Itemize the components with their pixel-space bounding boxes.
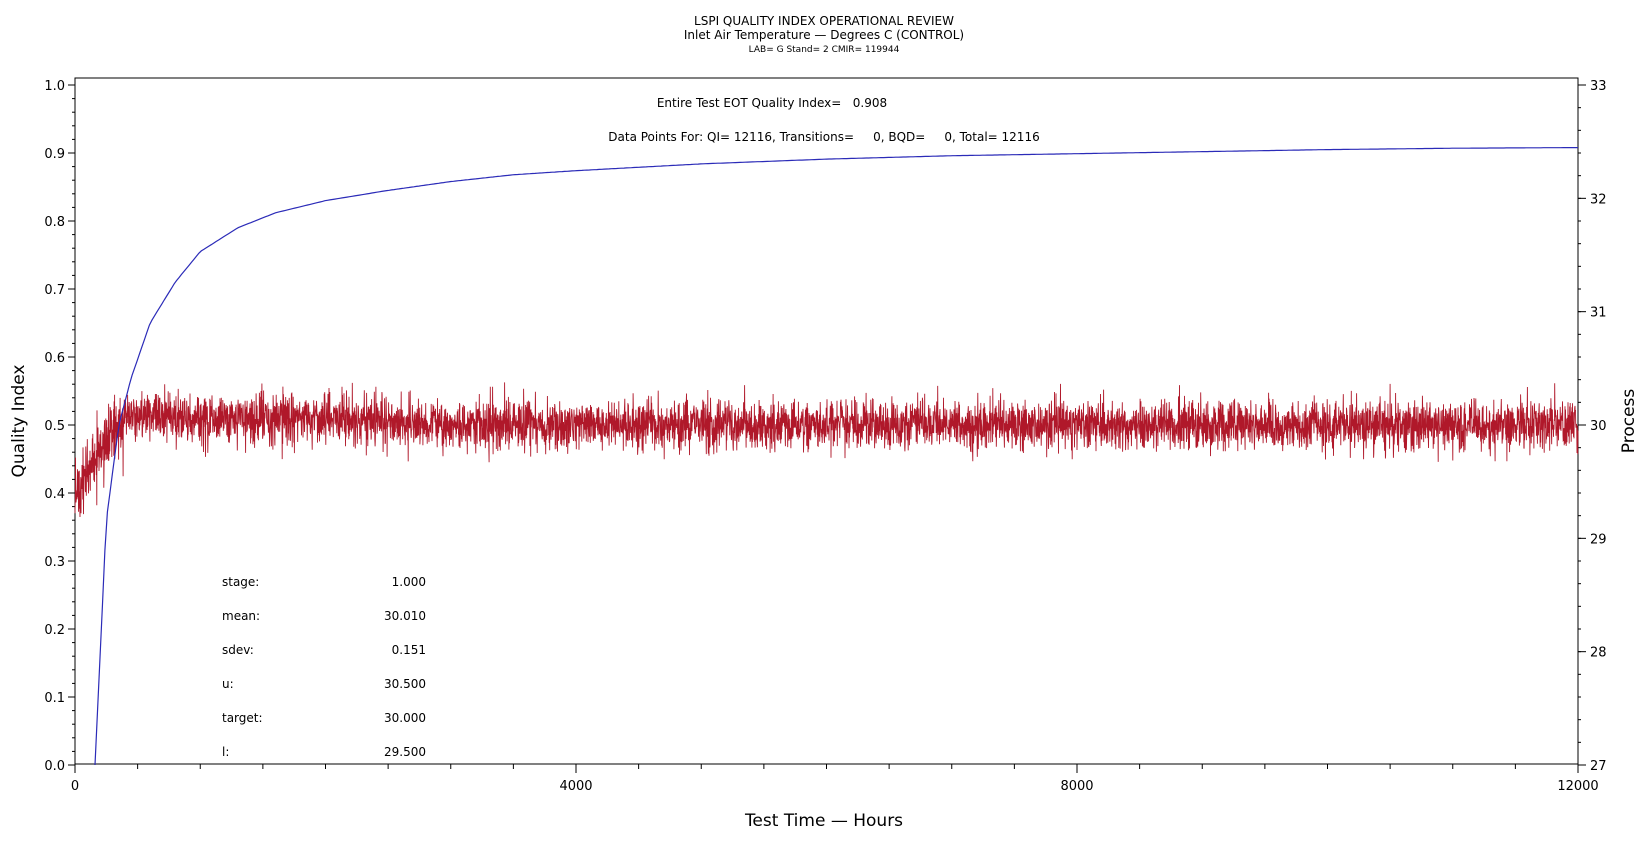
stat-value: 0.151 (392, 643, 426, 657)
chart-subtitle: Inlet Air Temperature — Degrees C (CONTR… (684, 28, 964, 42)
quality-index-series-line (94, 147, 1578, 766)
x-tick-label: 12000 (1557, 779, 1598, 794)
stat-value: 30.500 (384, 677, 426, 691)
y-axis-label: Quality Index (9, 365, 29, 478)
stat-value: 1.000 (392, 575, 426, 589)
y-tick-label: 0.9 (44, 147, 65, 162)
y2-tick-label: 28 (1590, 646, 1607, 661)
x-tick-label: 4000 (559, 779, 592, 794)
y2-tick-label: 33 (1590, 79, 1607, 94)
y2-tick-label: 32 (1590, 192, 1607, 207)
axis-ticks: 0.0 0.1 0.2 0.3 0.4 0.5 0.6 0.7 0.8 0.9 1.0 27 28 29 3… (44, 79, 1606, 794)
y2-tick-label: 31 (1590, 306, 1607, 321)
y-tick-label: 0.1 (44, 691, 65, 706)
chart-title: LSPI QUALITY INDEX OPERATIONAL REVIEW (694, 14, 954, 28)
stat-label: target: (222, 711, 263, 725)
chart-subtitle-lab: LAB= G Stand= 2 CMIR= 119944 (749, 45, 900, 55)
data-points-annotation: Data Points For: QI= 12116, Transitions=… (608, 130, 1039, 144)
y2-tick-label: 27 (1590, 759, 1607, 774)
stat-value: 29.500 (384, 745, 426, 759)
stats-box: stage: 1.000 mean: 30.010 sdev: 0.151 u: 30.500… (222, 575, 426, 759)
y-tick-label: 0.0 (44, 759, 65, 774)
y2-axis-label: Process (1619, 389, 1639, 454)
y-tick-label: 0.2 (44, 623, 65, 638)
y-tick-label: 0.4 (44, 487, 65, 502)
y-tick-label: 1.0 (44, 79, 65, 94)
y-tick-label: 0.3 (44, 555, 65, 570)
x-axis-label: Test Time — Hours (744, 811, 903, 831)
x-tick-label: 8000 (1060, 779, 1093, 794)
stat-label: sdev: (222, 643, 254, 657)
y-tick-label: 0.5 (44, 419, 65, 434)
stat-label: u: (222, 677, 234, 691)
x-tick-label: 0 (71, 779, 79, 794)
y2-tick-label: 29 (1590, 532, 1607, 547)
stat-label: mean: (222, 609, 260, 623)
y-tick-label: 0.7 (44, 283, 65, 298)
stat-label: l: (222, 745, 229, 759)
stat-value: 30.010 (384, 609, 426, 623)
y2-tick-label: 30 (1590, 419, 1607, 434)
eot-quality-annotation: Entire Test EOT Quality Index= 0.908 (657, 96, 887, 110)
data-series (74, 147, 1579, 766)
y-tick-label: 0.6 (44, 351, 65, 366)
process-series-line (74, 382, 1579, 518)
stat-value: 30.000 (384, 711, 426, 725)
y-tick-label: 0.8 (44, 215, 65, 230)
stat-label: stage: (222, 575, 259, 589)
